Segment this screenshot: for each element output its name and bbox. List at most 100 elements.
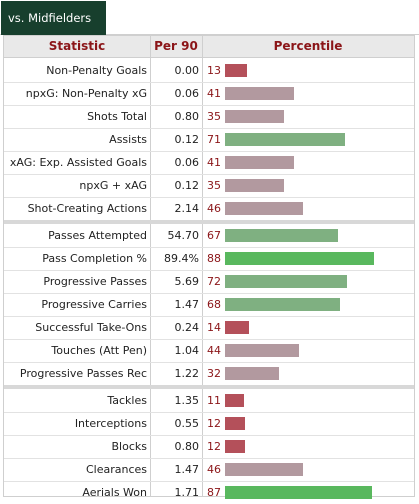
percentile-value: 41 [207,87,221,100]
percentile-value: 67 [207,229,221,242]
row-divider [4,339,414,340]
percentile-value: 72 [207,275,221,288]
per90-value: 1.47 [174,298,200,311]
table-row: xAG: Exp. Assisted Goals 0.06 41 [4,151,414,174]
table-row: Progressive Carries 1.47 68 [4,293,414,316]
stat-label[interactable]: Assists [109,133,147,146]
group-separator [4,385,414,389]
row-divider [4,362,414,363]
stat-label[interactable]: Tackles [107,394,147,407]
percentile-value: 35 [207,110,221,123]
stat-label[interactable]: Clearances [85,463,147,476]
percentile-bar [225,133,345,146]
stat-label[interactable]: Touches (Att Pen) [51,344,147,357]
row-divider [4,270,414,271]
row-divider [4,128,414,129]
row-divider [4,412,414,413]
stat-label[interactable]: xAG: Exp. Assisted Goals [9,156,147,169]
header-percentile[interactable]: Percentile [273,39,343,53]
column-divider [150,36,151,496]
stat-label[interactable]: Shot-Creating Actions [27,202,147,215]
stat-label[interactable]: Blocks [111,440,147,453]
row-divider [4,197,414,198]
per90-value: 89.4% [164,252,199,265]
row-divider [4,105,414,106]
per90-value: 0.55 [174,417,200,430]
stat-label[interactable]: Interceptions [74,417,147,430]
percentile-bar [225,179,284,192]
stat-label[interactable]: npxG + xAG [79,179,147,192]
percentile-value: 12 [207,440,221,453]
per90-value: 54.70 [167,229,200,242]
table-row: Aerials Won 1.71 87 [4,481,414,504]
percentile-bar [225,275,347,288]
percentile-bar [225,110,284,123]
percentile-bar [225,252,374,265]
stat-label[interactable]: Successful Take-Ons [35,321,147,334]
percentile-value: 71 [207,133,221,146]
table-row: Progressive Passes 5.69 72 [4,270,414,293]
table-row: Clearances 1.47 46 [4,458,414,481]
stat-label[interactable]: Pass Completion % [42,252,147,265]
percentile-value: 13 [207,64,221,77]
percentile-bar [225,367,279,380]
percentile-bar [225,344,299,357]
stat-label[interactable]: Progressive Carries [41,298,147,311]
stat-label[interactable]: Aerials Won [82,486,147,499]
table-row: Successful Take-Ons 0.24 14 [4,316,414,339]
row-divider [4,247,414,248]
stat-label[interactable]: npxG: Non-Penalty xG [25,87,147,100]
column-divider [202,36,203,496]
percentile-bar [225,156,294,169]
per90-value: 5.69 [174,275,200,288]
row-divider [4,458,414,459]
table-row: Shots Total 0.80 35 [4,105,414,128]
row-divider [4,293,414,294]
percentile-bar [225,486,372,499]
percentile-bar [225,87,294,100]
row-divider [4,151,414,152]
table-header: Statistic Per 90 Percentile [4,36,414,58]
percentile-value: 46 [207,463,221,476]
table-row: npxG + xAG 0.12 35 [4,174,414,197]
per90-value: 0.06 [174,156,200,169]
per90-value: 1.71 [174,486,200,499]
stat-label[interactable]: Non-Penalty Goals [46,64,147,77]
group-separator [4,220,414,224]
percentile-bar [225,321,249,334]
table-row: Shot-Creating Actions 2.14 46 [4,197,414,220]
header-statistic[interactable]: Statistic [48,39,106,53]
table-row: Touches (Att Pen) 1.04 44 [4,339,414,362]
per90-value: 1.35 [174,394,200,407]
per90-value: 0.24 [174,321,200,334]
percentile-value: 41 [207,156,221,169]
stat-label[interactable]: Passes Attempted [48,229,147,242]
scouting-report-table: Statistic Per 90 Percentile Non-Penalty … [3,35,415,499]
header-per90[interactable]: Per 90 [154,39,198,53]
table-row: Assists 0.12 71 [4,128,414,151]
percentile-value: 87 [207,486,221,499]
percentile-value: 35 [207,179,221,192]
percentile-value: 44 [207,344,221,357]
row-divider [4,316,414,317]
percentile-bar [225,440,245,453]
percentile-value: 12 [207,417,221,430]
percentile-bar [225,394,244,407]
tab-vs-midfielders[interactable]: vs. Midfielders [1,1,106,35]
per90-value: 0.12 [174,179,200,192]
row-divider [4,481,414,482]
percentile-value: 46 [207,202,221,215]
stat-label[interactable]: Shots Total [87,110,147,123]
percentile-bar [225,202,303,215]
per90-value: 0.12 [174,133,200,146]
stat-label[interactable]: Progressive Passes Rec [19,367,147,380]
row-divider [4,174,414,175]
percentile-value: 14 [207,321,221,334]
table-row: npxG: Non-Penalty xG 0.06 41 [4,82,414,105]
table-row: Non-Penalty Goals 0.00 13 [4,59,414,82]
per90-value: 0.06 [174,87,200,100]
stat-label[interactable]: Progressive Passes [43,275,147,288]
row-divider [4,82,414,83]
table-row: Pass Completion % 89.4% 88 [4,247,414,270]
per90-value: 1.47 [174,463,200,476]
